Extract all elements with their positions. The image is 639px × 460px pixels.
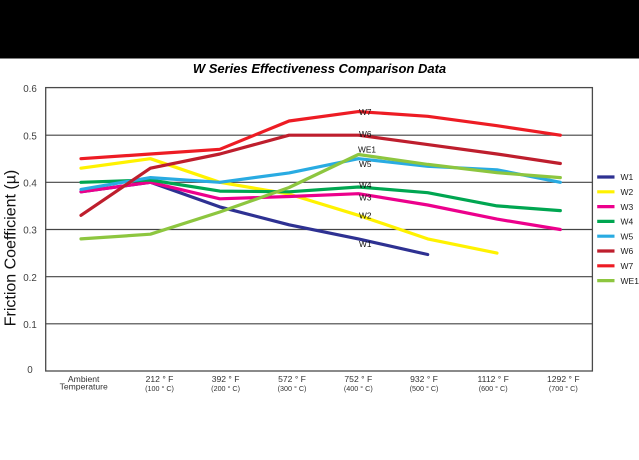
svg-text:W4: W4 bbox=[621, 217, 634, 227]
svg-text:W2: W2 bbox=[621, 187, 634, 197]
svg-text:W2: W2 bbox=[359, 211, 372, 221]
svg-text:W5: W5 bbox=[359, 159, 372, 169]
svg-text:W3: W3 bbox=[621, 202, 634, 212]
svg-text:572 ° F: 572 ° F bbox=[278, 374, 306, 384]
svg-text:1292 ° F: 1292 ° F bbox=[547, 374, 580, 384]
svg-text:W3: W3 bbox=[359, 192, 372, 202]
svg-text:Friction Coefficient (µ): Friction Coefficient (µ) bbox=[3, 170, 20, 327]
svg-text:Temperature: Temperature bbox=[60, 382, 108, 392]
svg-text:(700 ° C): (700 ° C) bbox=[549, 384, 578, 393]
svg-text:WE1: WE1 bbox=[621, 276, 639, 286]
svg-text:752 ° F: 752 ° F bbox=[344, 374, 372, 384]
svg-text:(100 ° C): (100 ° C) bbox=[145, 384, 174, 393]
svg-text:(300 ° C): (300 ° C) bbox=[278, 384, 307, 393]
svg-text:(400 ° C): (400 ° C) bbox=[344, 384, 373, 393]
svg-text:(200 ° C): (200 ° C) bbox=[211, 384, 240, 393]
svg-text:(500 ° C): (500 ° C) bbox=[410, 384, 439, 393]
svg-text:W1: W1 bbox=[621, 172, 634, 182]
svg-text:W7: W7 bbox=[359, 107, 372, 117]
svg-text:0.3: 0.3 bbox=[23, 226, 37, 237]
svg-text:W7: W7 bbox=[621, 261, 634, 271]
svg-text:0.4: 0.4 bbox=[23, 179, 37, 190]
svg-text:W6: W6 bbox=[359, 129, 372, 139]
svg-text:WE1: WE1 bbox=[358, 145, 376, 155]
svg-text:932 ° F: 932 ° F bbox=[410, 374, 438, 384]
svg-text:0.1: 0.1 bbox=[23, 320, 37, 331]
svg-text:W Series Effectiveness Compari: W Series Effectiveness Comparison Data bbox=[193, 61, 446, 76]
svg-text:(600 ° C): (600 ° C) bbox=[479, 384, 508, 393]
svg-text:0: 0 bbox=[27, 365, 33, 376]
svg-text:0.6: 0.6 bbox=[23, 84, 37, 95]
svg-text:0.5: 0.5 bbox=[23, 131, 37, 142]
svg-text:W5: W5 bbox=[621, 231, 634, 241]
svg-text:W1: W1 bbox=[359, 239, 372, 249]
svg-text:212 ° F: 212 ° F bbox=[146, 374, 174, 384]
svg-text:0.2: 0.2 bbox=[23, 273, 37, 284]
svg-text:1112 ° F: 1112 ° F bbox=[478, 374, 509, 384]
svg-text:392 ° F: 392 ° F bbox=[212, 374, 240, 384]
svg-text:W6: W6 bbox=[621, 246, 634, 256]
svg-text:W4: W4 bbox=[359, 180, 372, 190]
